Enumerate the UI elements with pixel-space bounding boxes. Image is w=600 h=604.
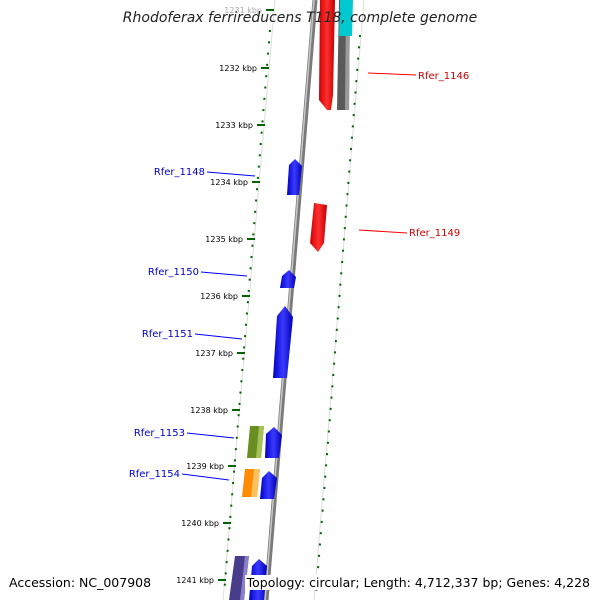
gene-rfer-1149-arrow[interactable] [310, 203, 327, 252]
kbp-tick-label: 1238 kbp [190, 406, 228, 415]
gene-label-rfer-1154[interactable]: Rfer_1154 [129, 469, 180, 480]
gene-rfer-1151-arrow[interactable] [273, 306, 293, 378]
genome-backbone [266, 0, 315, 600]
kbp-tick-label: 1237 kbp [195, 349, 233, 358]
kbp-tick-label: 1240 kbp [181, 519, 219, 528]
gene-label-rfer-1150[interactable]: Rfer_1150 [148, 267, 199, 278]
topology-text: Topology: circular; Length: 4,712,337 bp… [245, 575, 590, 590]
gene-label-rfer-1149[interactable]: Rfer_1149 [409, 228, 460, 239]
gene-label-rfer-1146[interactable]: Rfer_1146 [418, 71, 469, 82]
label-leaders [182, 73, 416, 480]
kbp-tick-label: 1234 kbp [210, 178, 248, 187]
kbp-tick-label: 1239 kbp [186, 462, 224, 471]
kbp-tick-label: 1232 kbp [219, 64, 257, 73]
kbp-tick-label: 1233 kbp [215, 121, 253, 130]
gene-label-rfer-1151[interactable]: Rfer_1151 [142, 329, 193, 340]
gene-label-rfer-1148[interactable]: Rfer_1148 [154, 167, 205, 178]
kbp-tick-label: 1235 kbp [205, 235, 243, 244]
gene-label-rfer-1153[interactable]: Rfer_1153 [134, 428, 185, 439]
gene-labels: Rfer_1146 Rfer_1148 Rfer_1149 Rfer_1150 … [129, 71, 469, 480]
genome-title: Rhodoferax ferrireducens T118, complete … [0, 10, 600, 26]
kbp-tick-label: 1236 kbp [200, 292, 238, 301]
kbp-tick-label: 1241 kbp [176, 576, 214, 585]
accession-text: Accession: NC_007908 [9, 575, 151, 590]
genome-backbone-highlight [265, 0, 314, 600]
